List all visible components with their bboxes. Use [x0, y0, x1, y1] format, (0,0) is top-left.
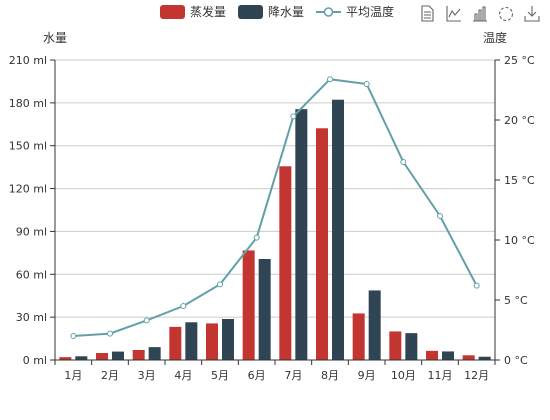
y-left-tick-label: 0 ml [23, 354, 47, 367]
x-tick-label: 2月 [101, 369, 119, 382]
bar-evaporation[interactable] [316, 128, 328, 360]
legend: 蒸发量 降水量 平均温度 [160, 4, 394, 19]
temperature-line-path [73, 78, 478, 337]
bar-evaporation[interactable] [96, 353, 108, 360]
bars [59, 99, 491, 361]
legend-swatch [238, 5, 263, 19]
temperature-point[interactable] [400, 159, 407, 165]
y-left-tick-label: 180 ml [9, 97, 47, 110]
x-tick-label: 4月 [174, 369, 192, 382]
bar-evaporation[interactable] [132, 350, 145, 360]
bar-precipitation[interactable] [148, 347, 161, 360]
y-left-tick-label: 60 ml [16, 268, 47, 281]
bar-precipitation[interactable] [332, 99, 344, 360]
x-tick-label: 8月 [321, 369, 339, 382]
temperature-point[interactable] [253, 234, 260, 241]
bar-evaporation[interactable] [206, 323, 218, 360]
temperature-point[interactable] [70, 333, 77, 339]
temperature-point[interactable] [107, 330, 113, 337]
temperature-point[interactable] [180, 303, 187, 309]
restore-icon[interactable] [498, 6, 514, 22]
bar-evaporation[interactable] [426, 350, 438, 360]
temperature-line [70, 76, 480, 339]
bar-precipitation[interactable] [478, 356, 491, 360]
temperature-point[interactable] [217, 281, 223, 288]
legend-label: 平均温度 [346, 4, 394, 19]
y-left-tick-label: 120 ml [9, 183, 47, 196]
temperature-point[interactable] [143, 317, 150, 324]
axis-labels: 0 ml 30 ml 60 ml 90 ml 120 ml 150 ml 180 ml 210… [9, 30, 535, 382]
y-right-axis-name: 温度 [483, 30, 507, 45]
temperature-point[interactable] [290, 113, 297, 120]
temperature-point[interactable] [327, 76, 333, 83]
legend-item[interactable]: 平均温度 [316, 4, 394, 19]
y-right-tick-label: 25 °C [504, 54, 535, 67]
bar-precipitation[interactable] [258, 259, 271, 360]
legend-line-marker [323, 7, 334, 17]
bar-evaporation[interactable] [279, 166, 292, 360]
bar-chart-icon[interactable] [473, 6, 487, 22]
toolbox [421, 5, 540, 22]
y-right-tick-label: 20 °C [504, 114, 535, 127]
temperature-point[interactable] [363, 81, 370, 87]
x-tick-label: 3月 [138, 369, 156, 382]
x-tick-label: 12月 [464, 369, 489, 382]
x-tick-label: 11月 [428, 369, 453, 382]
data-view-icon[interactable] [421, 5, 434, 22]
save-image-icon[interactable] [524, 6, 540, 22]
x-tick-label: 5月 [211, 369, 229, 382]
bar-evaporation[interactable] [169, 326, 182, 360]
y-left-tick-label: 150 ml [9, 140, 47, 153]
y-right-tick-label: 0 °C [504, 354, 528, 367]
legend-item[interactable]: 降水量 [238, 5, 304, 19]
x-tick-label: 9月 [358, 369, 376, 382]
bar-precipitation[interactable] [75, 356, 88, 360]
axes [54, 60, 496, 365]
y-left-axis-name: 水量 [43, 31, 67, 45]
bar-precipitation[interactable] [405, 333, 418, 360]
legend-label: 蒸发量 [190, 4, 226, 19]
grid-lines [50, 59, 500, 361]
bar-evaporation[interactable] [352, 313, 365, 360]
x-tick-label: 1月 [64, 369, 82, 382]
bar-evaporation[interactable] [59, 357, 72, 360]
y-left-tick-label: 210 ml [9, 54, 47, 67]
line-chart-icon[interactable] [446, 6, 461, 22]
bar-precipitation[interactable] [112, 351, 124, 360]
bar-evaporation[interactable] [389, 331, 402, 360]
x-tick-label: 6月 [248, 369, 266, 382]
y-left-tick-label: 90 ml [16, 225, 47, 238]
y-right-tick-label: 5 °C [504, 294, 528, 307]
bar-precipitation[interactable] [368, 290, 381, 360]
bar-precipitation[interactable] [442, 351, 454, 360]
y-left-tick-label: 30 ml [16, 311, 47, 324]
bar-precipitation[interactable] [222, 319, 234, 360]
legend-item[interactable]: 蒸发量 [160, 4, 226, 19]
legend-swatch [160, 5, 185, 19]
bar-precipitation[interactable] [185, 322, 198, 360]
x-tick-label: 10月 [391, 369, 416, 382]
legend-label: 降水量 [268, 5, 304, 19]
x-tick-label: 7月 [284, 369, 302, 382]
temperature-point[interactable] [473, 282, 480, 289]
y-right-tick-label: 10 °C [504, 234, 535, 247]
bar-precipitation[interactable] [295, 109, 308, 361]
temperature-point[interactable] [437, 213, 443, 219]
y-right-tick-label: 15 °C [504, 174, 535, 187]
bar-evaporation[interactable] [242, 250, 255, 360]
bar-evaporation[interactable] [462, 355, 475, 360]
